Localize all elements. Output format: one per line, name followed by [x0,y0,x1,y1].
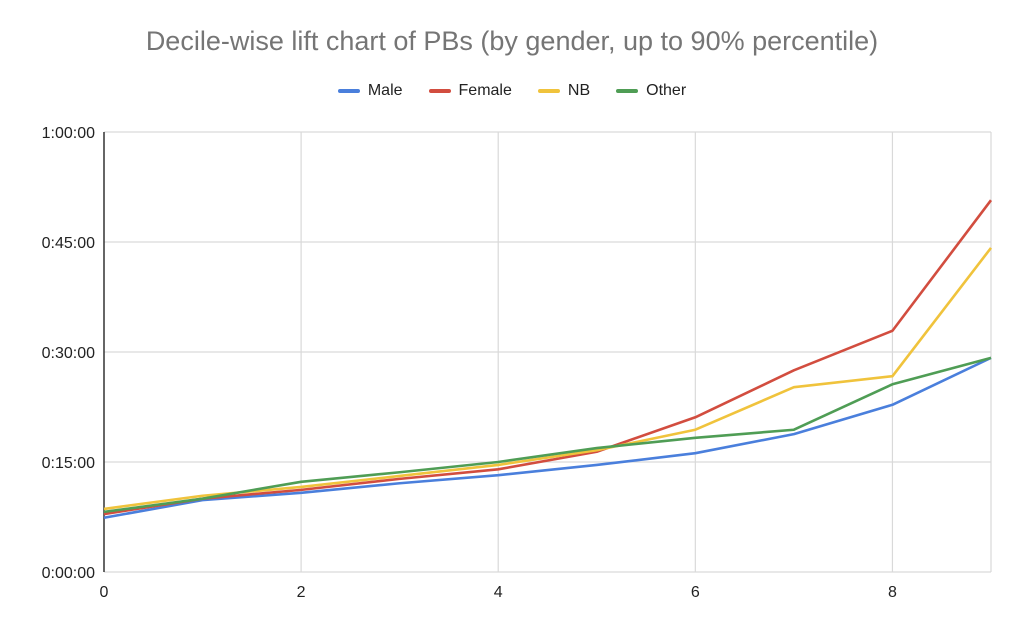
x-tick-label: 4 [494,584,503,601]
legend-item-female: Female [428,82,512,100]
legend: Male Female NB Other [0,82,1024,100]
y-tick-label: 0:45:00 [42,235,95,252]
legend-label: NB [567,82,591,99]
legend-swatch [428,89,451,93]
y-tick-label: 0:15:00 [42,455,95,472]
y-tick-label: 0:00:00 [42,565,95,582]
x-tick-label: 0 [100,584,109,601]
x-tick-label: 6 [691,584,700,601]
series-line-male [103,356,992,520]
y-tick-label: 1:00:00 [42,125,95,142]
legend-item-male: Male [337,82,403,100]
legend-item-other: Other [616,82,686,100]
chart-title: Decile-wise lift chart of PBs (by gender… [145,26,879,56]
series-line-other [103,356,992,514]
legend-swatch [337,89,360,93]
legend-label: Male [367,82,403,99]
legend-label: Female [458,82,512,99]
legend-swatch [537,89,560,93]
legend-label: Other [646,82,687,99]
x-tick-label: 2 [297,584,306,601]
legend-swatch [616,89,639,93]
x-tick-label: 8 [888,584,897,601]
y-tick-label: 0:30:00 [42,345,95,362]
series-line-female [103,199,993,516]
legend-item-nb: NB [537,82,591,100]
